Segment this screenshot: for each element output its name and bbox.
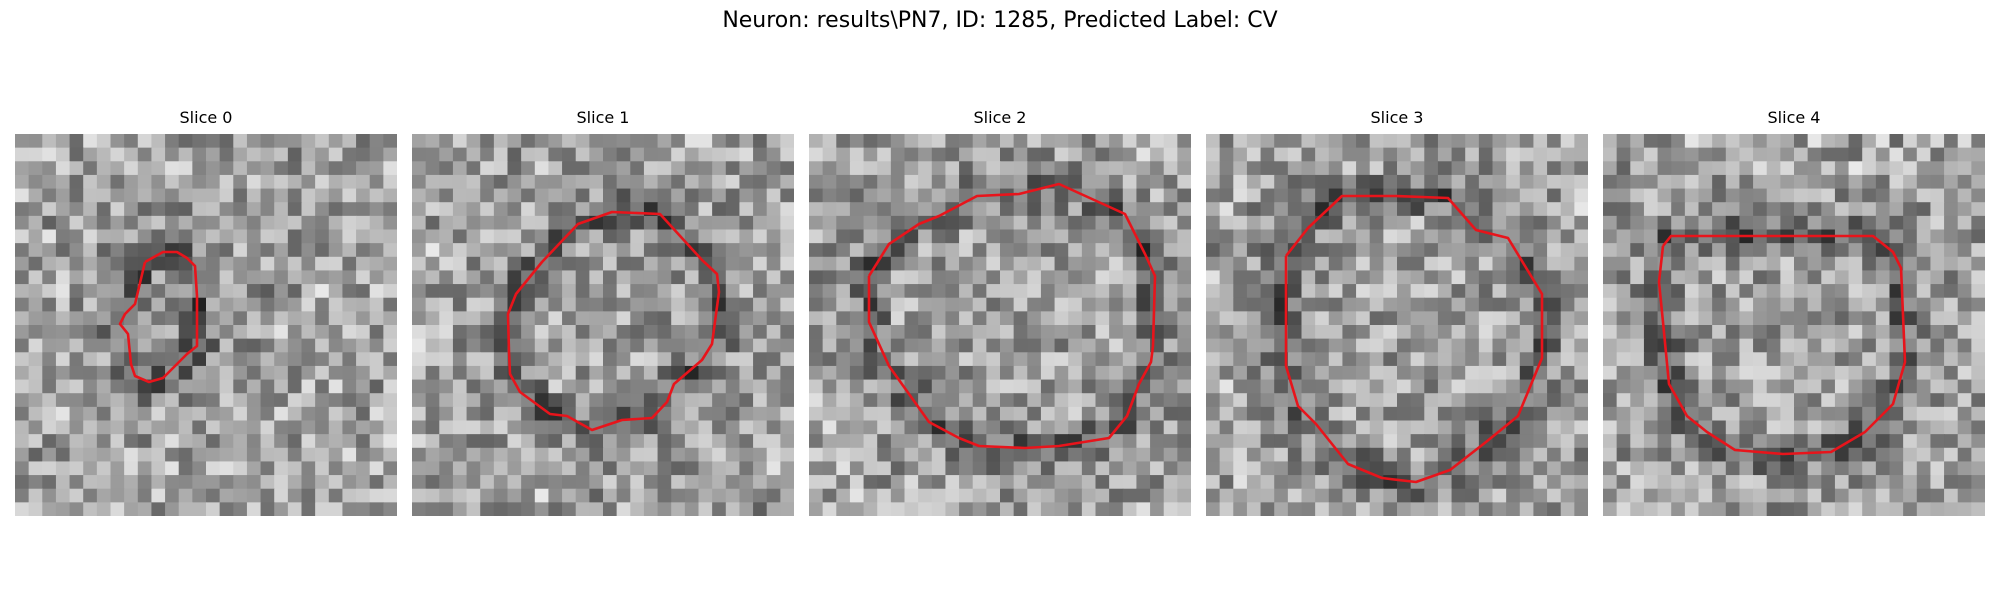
slice-panel-1: Slice 1 bbox=[412, 108, 794, 520]
slice-image bbox=[1603, 134, 1985, 516]
pixel-grid bbox=[1603, 134, 1985, 516]
slice-panel-2: Slice 2 bbox=[809, 108, 1191, 520]
slice-title: Slice 1 bbox=[576, 108, 630, 127]
pixel-grid bbox=[412, 134, 794, 516]
slice-title: Slice 4 bbox=[1767, 108, 1821, 127]
slice-title: Slice 2 bbox=[973, 108, 1027, 127]
pixel-grid bbox=[809, 134, 1191, 516]
figure-title: Neuron: results\PN7, ID: 1285, Predicted… bbox=[722, 8, 1278, 33]
pixel-grid bbox=[15, 134, 397, 516]
segmentation-outline bbox=[506, 210, 721, 432]
slice-image bbox=[809, 134, 1191, 516]
segmentation-outline bbox=[118, 250, 199, 384]
slice-panel-0: Slice 0 bbox=[15, 108, 397, 520]
slice-panel-4: Slice 4 bbox=[1603, 108, 1985, 520]
slice-panel-3: Slice 3 bbox=[1206, 108, 1588, 520]
pixel-grid bbox=[1206, 134, 1588, 516]
segmentation-outline bbox=[1657, 234, 1907, 456]
slice-title: Slice 0 bbox=[179, 108, 233, 127]
slice-image bbox=[15, 134, 397, 516]
segmentation-outline bbox=[867, 182, 1157, 450]
segmentation-outline bbox=[1284, 194, 1544, 484]
slice-image bbox=[412, 134, 794, 516]
slice-image bbox=[1206, 134, 1588, 516]
slice-title: Slice 3 bbox=[1370, 108, 1424, 127]
